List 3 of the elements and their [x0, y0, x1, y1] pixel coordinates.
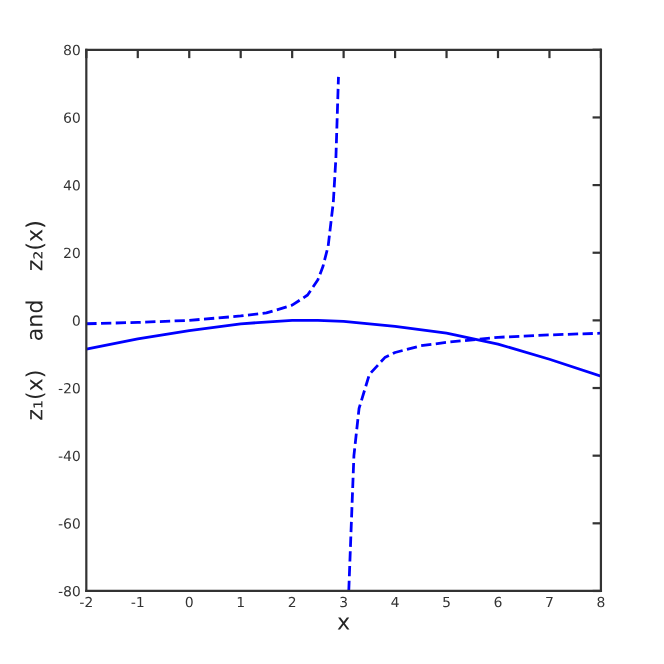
y-axis-title: z₁(x) and z₂(x)	[25, 222, 46, 420]
line-series	[86, 75, 340, 326]
x-axis-title: x	[337, 617, 350, 630]
